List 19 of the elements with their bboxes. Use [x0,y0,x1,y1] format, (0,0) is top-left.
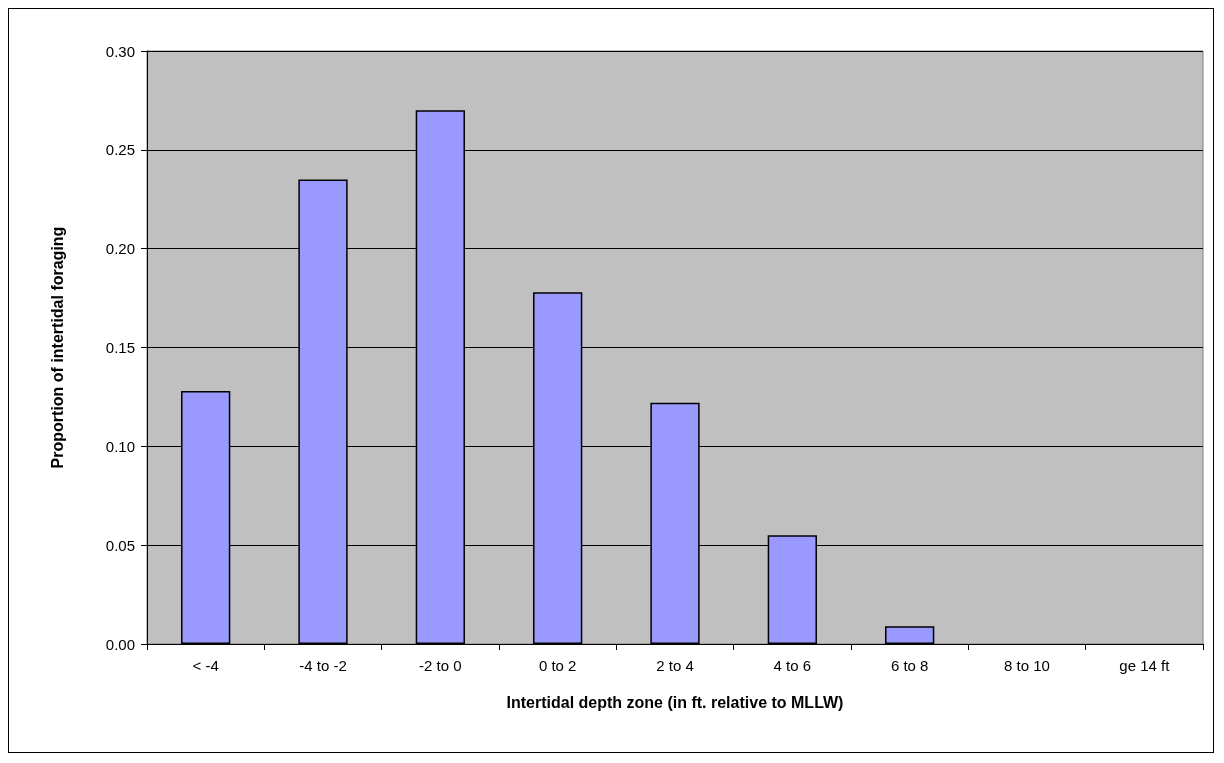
x-tick-label: 8 to 10 [1004,657,1050,674]
y-tick-label: 0.15 [105,339,135,356]
x-tick-label: < -4 [192,657,219,674]
x-tick-label: -4 to -2 [299,657,347,674]
y-tick-label: 0.00 [105,635,135,653]
bar [885,626,935,644]
x-tick-label: 4 to 6 [773,657,812,674]
y-tick-label: 0.20 [105,240,135,258]
x-tick-label: 0 to 2 [538,657,577,674]
x-tick-label: 2 to 4 [656,657,694,674]
x-tick-label: -2 to 0 [419,657,462,674]
y-tick-label: 0.05 [105,536,135,554]
y-axis-title: Proportion of intertidal foraging [48,226,66,469]
y-tick-label: 0.25 [105,141,135,159]
y-tick-label: 0.30 [105,42,135,60]
x-tick-label: 6 to 8 [890,657,929,674]
x-tick-label: ge 14 ft [1119,657,1171,674]
x-axis-title: Intertidal depth zone (in ft. relative to MLLW) [506,693,844,711]
y-tick-label: 0.10 [105,437,135,455]
